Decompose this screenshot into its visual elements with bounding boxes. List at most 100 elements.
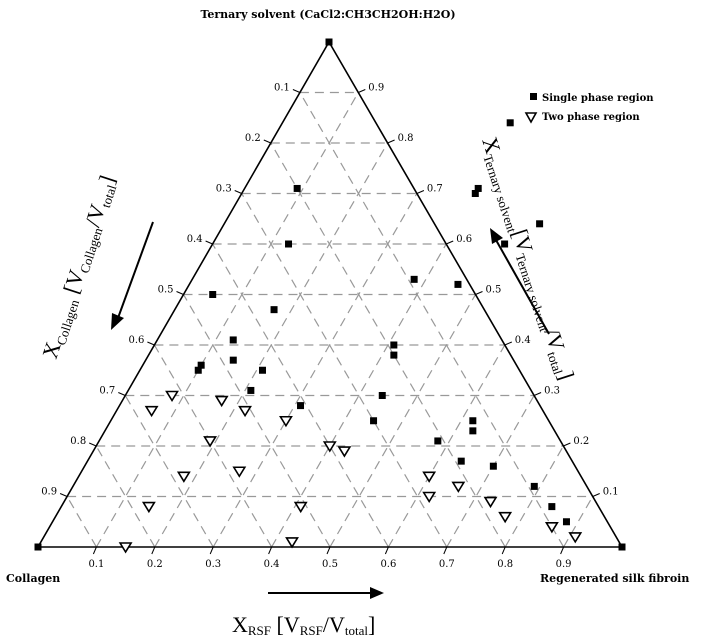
single-phase-point	[471, 190, 479, 197]
left-axis-sub2: Collagen	[77, 225, 106, 275]
tick-label-left: 0.8	[70, 436, 86, 447]
single-phase-point	[285, 240, 293, 248]
single-phase-point	[270, 306, 278, 314]
bottom-axis-sub1: RSF	[248, 623, 271, 638]
single-phase-point	[194, 366, 202, 374]
bottom-axis-label: XRSF [VRSF/Vtotal]	[232, 612, 375, 638]
grid-line-collagen	[153, 344, 273, 548]
tick-label-bottom: 0.8	[497, 559, 513, 570]
tick-label-bottom: 0.5	[322, 559, 338, 570]
single-phase-point	[390, 351, 398, 359]
tick-mark-left	[118, 392, 126, 396]
right-axis-main: X	[477, 134, 506, 157]
tick-mark-right	[416, 190, 425, 194]
bottom-axis-main: X	[232, 612, 248, 637]
two-phase-point	[203, 436, 217, 448]
grid-line-rsf	[95, 92, 359, 548]
tick-label-bottom: 0.6	[380, 559, 396, 570]
tick-mark-left	[59, 493, 68, 497]
tick-mark-left	[205, 240, 213, 245]
tick-label-left: 0.9	[41, 487, 57, 498]
tick-label-left: 0.6	[128, 335, 144, 346]
single-phase-point	[390, 341, 398, 349]
tick-label-right: 0.7	[427, 184, 443, 195]
tick-mark-left	[176, 291, 184, 295]
tick-label-left: 0.1	[274, 83, 290, 94]
left-axis-sub3: total	[98, 183, 120, 210]
tick-mark-bottom	[92, 546, 97, 555]
tick-mark-bottom	[326, 546, 331, 555]
tick-mark-bottom	[268, 546, 273, 555]
tick-label-left: 0.4	[187, 234, 203, 245]
tick-label-bottom: 0.3	[205, 559, 221, 570]
single-phase-point	[34, 543, 42, 551]
tick-mark-right	[475, 291, 483, 295]
tick-mark-bottom	[209, 546, 214, 555]
bottom-axis-slash: /V	[323, 612, 345, 637]
legend-marker-square	[530, 93, 537, 100]
two-phase-point	[214, 395, 229, 408]
bottom-axis-sub2: RSF	[300, 623, 323, 638]
svg-text:XCollagen [VCollagen/Vtotal]: XCollagen [VCollagen/Vtotal]	[37, 172, 122, 362]
bottom-axis-sub3: total	[345, 623, 368, 638]
tick-mark-bottom	[443, 546, 448, 555]
single-phase-point	[258, 366, 266, 374]
single-phase-point	[325, 38, 333, 46]
two-phase-point	[232, 466, 247, 478]
grid-line-collagen	[299, 92, 565, 548]
single-phase-point	[548, 503, 556, 511]
single-phase-point	[457, 457, 465, 465]
single-phase-point	[197, 361, 205, 369]
tick-mark-right	[592, 493, 600, 497]
tick-mark-left	[234, 190, 242, 194]
single-phase-point	[370, 417, 378, 425]
tick-mark-bottom	[560, 546, 565, 555]
data-points	[34, 38, 626, 554]
grid-line-rsf	[504, 445, 564, 548]
tick-label-bottom: 0.9	[556, 559, 572, 570]
tick-mark-right	[533, 392, 542, 396]
left-axis-arrow	[111, 221, 154, 330]
two-phase-point	[293, 501, 308, 514]
two-phase-point	[498, 511, 513, 524]
two-phase-point	[422, 491, 437, 504]
single-phase-point	[489, 462, 497, 470]
left-axis-label: XCollagen [VCollagen/Vtotal]	[37, 172, 122, 362]
grid-line-rsf	[563, 496, 594, 548]
tick-label-bottom: 0.1	[88, 559, 104, 570]
legend-label-two: Two phase region	[542, 112, 640, 123]
two-phase-point	[279, 415, 293, 428]
tick-label-left: 0.5	[158, 285, 174, 296]
single-phase-point	[536, 220, 544, 228]
two-phase-point	[165, 390, 179, 403]
single-phase-point	[506, 119, 514, 127]
right-axis-sub2: Ternary solvent	[512, 252, 551, 334]
tick-label-right: 0.2	[573, 436, 589, 447]
grid-line-collagen	[66, 496, 97, 548]
grid-line-collagen	[124, 395, 214, 548]
single-phase-point	[293, 184, 301, 192]
two-phase-point	[422, 471, 437, 483]
tick-label-bottom: 0.2	[147, 559, 163, 570]
legend-marker-triangle	[524, 112, 538, 124]
tick-labels: 0.1 0.1 0.1 0.2 0.2 0.2 0.3 0.3 0.3 0.4 0.4 0.4 0.5 0…	[41, 83, 618, 571]
vertex-label-left: Collagen	[6, 572, 60, 585]
single-phase-point	[434, 437, 442, 445]
tick-mark-bottom	[384, 546, 389, 555]
vertex-label-right: Regenerated silk fibroin	[540, 572, 689, 585]
grid-line-collagen	[182, 294, 331, 548]
tick-mark-right	[446, 240, 454, 245]
single-phase-point	[474, 184, 482, 192]
tick-label-left: 0.3	[216, 184, 232, 195]
two-phase-point	[285, 537, 299, 549]
tick-label-right: 0.4	[515, 335, 531, 346]
grid-line-rsf	[446, 395, 535, 548]
single-phase-point	[530, 482, 538, 490]
left-axis-sub1: Collagen	[53, 297, 82, 347]
tick-label-bottom: 0.4	[264, 559, 280, 570]
single-phase-point	[297, 402, 305, 410]
single-phase-point	[469, 427, 477, 435]
two-phase-point	[568, 532, 583, 544]
tick-mark-bottom	[501, 546, 506, 555]
